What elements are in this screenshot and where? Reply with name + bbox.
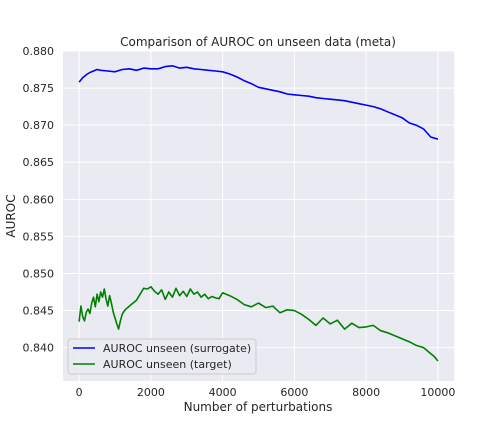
y-tick-label: 0.840: [23, 342, 55, 355]
y-tick-label: 0.845: [23, 305, 55, 318]
x-tick-label: 4000: [209, 386, 237, 399]
x-tick-label: 6000: [280, 386, 308, 399]
y-axis-title: AUROC: [4, 194, 18, 237]
y-tick-label: 0.855: [23, 230, 55, 243]
legend-box: [67, 338, 257, 375]
y-tick-label: 0.865: [23, 156, 55, 169]
series-layer: [78, 65, 439, 362]
x-axis-title: Number of perturbations: [184, 400, 333, 414]
x-tick-label: 10000: [420, 386, 455, 399]
y-tick-label: 0.880: [23, 45, 55, 58]
y-tick-label: 0.870: [23, 119, 55, 132]
x-tick-label: 8000: [352, 386, 380, 399]
x-tick-label: 2000: [137, 386, 165, 399]
y-tick-label: 0.860: [23, 193, 55, 206]
legend: AUROC unseen (surrogate) AUROC unseen (t…: [67, 338, 257, 375]
series-line-target: [78, 285, 439, 362]
y-tick-label: 0.875: [23, 82, 55, 95]
y-tick-label: 0.850: [23, 267, 55, 280]
plot-background: [63, 51, 454, 381]
series-line-surrogate: [78, 65, 439, 140]
legend-label-target: AUROC unseen (target): [103, 358, 232, 371]
x-tick-label: 0: [76, 386, 83, 399]
legend-label-surrogate: AUROC unseen (surrogate): [103, 342, 251, 355]
chart-title: Comparison of AUROC on unseen data (meta…: [120, 35, 396, 49]
x-axis-ticks: 0 2000 4000 6000 8000 10000: [76, 386, 456, 399]
y-axis-ticks: 0.840 0.845 0.850 0.855 0.860 0.865 0.870 0.875…: [23, 45, 55, 355]
